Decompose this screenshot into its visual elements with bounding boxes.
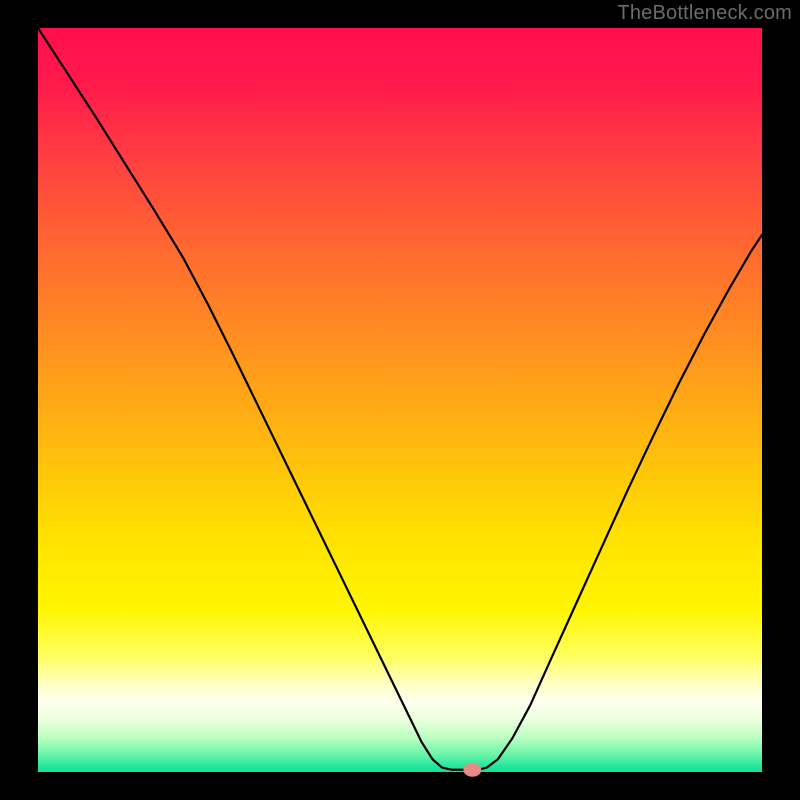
chart-gradient-background [38, 28, 762, 772]
bottleneck-chart-frame: TheBottleneck.com [0, 0, 800, 800]
watermark-text: TheBottleneck.com [617, 2, 792, 25]
bottleneck-chart-svg [0, 0, 800, 800]
optimal-point-marker [463, 763, 481, 777]
